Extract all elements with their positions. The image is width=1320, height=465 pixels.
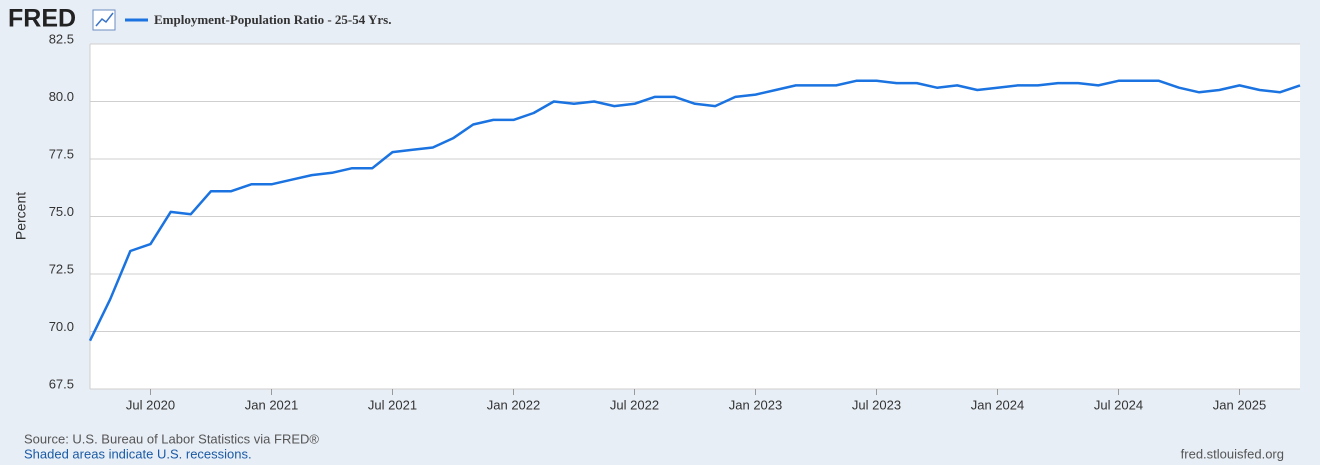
y-tick-label: 80.0 [49, 89, 74, 104]
x-tick-label: Jan 2025 [1213, 397, 1267, 412]
legend-label: Employment-Population Ratio - 25-54 Yrs. [154, 12, 392, 27]
series-line [88, 79, 1301, 342]
x-tick-label: Jul 2020 [126, 397, 175, 412]
y-tick-label: 75.0 [49, 204, 74, 219]
x-tick-label: Jan 2021 [245, 397, 299, 412]
x-tick-label: Jul 2022 [610, 397, 659, 412]
x-tick-label: Jul 2021 [368, 397, 417, 412]
y-tick-label: 82.5 [49, 31, 74, 46]
note: Shaded areas indicate U.S. recessions. [24, 446, 252, 461]
y-tick-label: 70.0 [49, 319, 74, 334]
y-axis-label: Percent [13, 192, 29, 240]
logo: FRED [8, 5, 76, 33]
x-tick-label: Jan 2024 [971, 397, 1025, 412]
source: Source: U.S. Bureau of Labor Statistics … [24, 431, 319, 446]
x-tick-label: Jan 2023 [729, 397, 783, 412]
credit: fred.stlouisfed.org [1181, 446, 1284, 461]
y-tick-label: 67.5 [49, 376, 74, 391]
y-tick-label: 72.5 [49, 261, 74, 276]
logo-icon [92, 9, 116, 31]
y-tick-label: 77.5 [49, 146, 74, 161]
x-tick-label: Jul 2023 [852, 397, 901, 412]
x-tick-label: Jan 2022 [487, 397, 541, 412]
x-tick-label: Jul 2024 [1094, 397, 1143, 412]
